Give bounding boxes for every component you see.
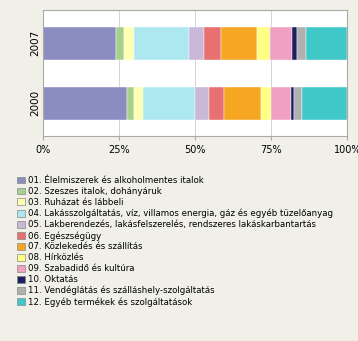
Bar	[224, 87, 261, 120]
Bar	[116, 27, 124, 60]
Legend: 01. Élelmiszerek és alkoholmentes italok, 02. Szeszes italok, dohányáruk, 03. Ru: 01. Élelmiszerek és alkoholmentes italok…	[17, 176, 333, 307]
Bar	[43, 27, 116, 60]
Bar	[306, 27, 347, 60]
Bar	[270, 27, 292, 60]
Bar	[291, 87, 294, 120]
Bar	[124, 27, 134, 60]
Bar	[221, 27, 257, 60]
Bar	[189, 27, 204, 60]
Bar	[294, 87, 301, 120]
Bar	[301, 87, 347, 120]
Bar	[134, 27, 189, 60]
Bar	[43, 87, 127, 120]
Bar	[271, 87, 291, 120]
Bar	[195, 87, 209, 120]
Bar	[209, 87, 224, 120]
Bar	[292, 27, 297, 60]
Bar	[204, 27, 221, 60]
Bar	[297, 27, 306, 60]
Bar	[261, 87, 271, 120]
Bar	[127, 87, 134, 120]
Bar	[257, 27, 270, 60]
Bar	[134, 87, 144, 120]
Bar	[144, 87, 195, 120]
